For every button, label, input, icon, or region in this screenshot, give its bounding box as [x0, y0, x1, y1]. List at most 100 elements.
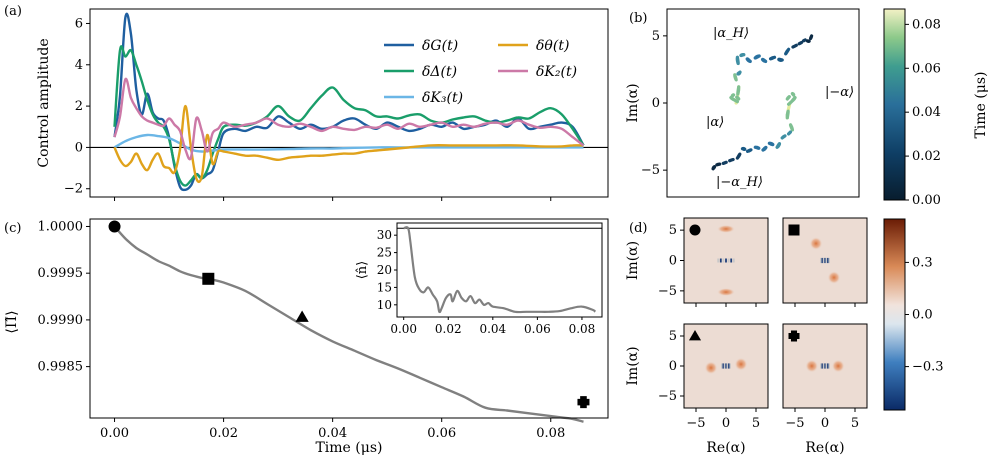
- wigner-fringe: [717, 258, 735, 263]
- fringe-stripe: [719, 258, 722, 263]
- y-tick-label: −5: [658, 284, 677, 299]
- marker-square: [202, 272, 215, 285]
- fringe-stripe: [825, 257, 828, 264]
- y-axis-label: Im(α): [625, 83, 641, 122]
- colorbar-wigner: [883, 218, 906, 411]
- inset-frame: [396, 222, 603, 318]
- panel-label: (b): [629, 11, 647, 26]
- trajectory-segment: [739, 53, 746, 58]
- fringe-stripe: [820, 257, 822, 264]
- fringe-stripe: [732, 258, 735, 263]
- x-axis-label: Re(α): [805, 440, 844, 456]
- x-tick-label: 0: [821, 416, 829, 431]
- panel-label: (a): [4, 4, 22, 19]
- fringe-stripe: [725, 258, 727, 263]
- trajectory-segment: [785, 109, 790, 120]
- y-tick-label: 1.0000: [38, 219, 84, 234]
- state-annotation: |−α⟩: [825, 85, 854, 100]
- x-tick-label: 0.08: [536, 426, 565, 441]
- colorbar-tick-label: 0.04: [912, 105, 941, 120]
- y-tick-label: 5: [669, 329, 677, 344]
- x-tick-label: 0: [722, 416, 730, 431]
- fringe-stripe: [717, 258, 720, 263]
- wigner-blob: [717, 288, 735, 297]
- trajectory-segment: [797, 41, 803, 46]
- inset-y-tick-label: 15: [377, 280, 392, 294]
- trajectory-segment: [788, 123, 794, 132]
- y-tick-label: 0: [669, 254, 677, 269]
- y-tick-label: −5: [658, 389, 677, 404]
- inset-x-tick-label: 0.04: [479, 322, 506, 336]
- colorbar-tick-label: 0.08: [912, 17, 941, 32]
- inset-x-tick-label: 0.06: [524, 322, 551, 336]
- y-tick-label: 0: [652, 96, 660, 111]
- subpanel-marker-cross: [788, 330, 800, 342]
- trajectory-segment: [735, 55, 740, 66]
- inset-y-tick-label: 10: [377, 298, 392, 312]
- y-axis-label: Im(α): [625, 241, 641, 280]
- fringe-stripe: [822, 257, 825, 264]
- trajectory-segment: [768, 55, 777, 61]
- trajectory-segment: [740, 146, 747, 152]
- parity-line: [113, 225, 584, 423]
- y-tick-label: −2: [64, 182, 83, 197]
- wigner-blob: [717, 224, 735, 233]
- fringe-stripe: [729, 363, 731, 369]
- inset-y-tick-label: 20: [377, 263, 392, 277]
- legend-label-dK2: δK₂(t): [536, 64, 577, 80]
- y-tick-label: 5: [652, 29, 660, 44]
- trajectory-segment: [767, 141, 775, 147]
- subpanel-marker-circle: [689, 224, 701, 236]
- state-annotation: |−α_H⟩: [716, 175, 763, 190]
- fringe-stripe: [730, 258, 733, 263]
- colorbar-label: Time (μs): [973, 71, 989, 138]
- series-line-dK3: [113, 133, 584, 153]
- x-tick-label: 0.02: [209, 426, 238, 441]
- panel-a: (a) −2 0 2 4 6 Control amplitude δG(t) δθ(t) δΔ(t…: [4, 4, 609, 201]
- trajectory-segment: [735, 152, 742, 160]
- trajectory-segment: [784, 47, 791, 56]
- wigner-blob: [827, 271, 841, 284]
- trajectory-segment: [753, 54, 761, 60]
- inset-x-tick-label: 0.00: [390, 322, 417, 336]
- y-tick-label: 0.9990: [38, 313, 84, 328]
- fringe-stripe: [825, 363, 828, 369]
- fringe-stripe: [824, 363, 826, 369]
- subpanel-marker-square: [788, 224, 800, 236]
- y-axis-label: Control amplitude: [36, 38, 52, 167]
- wigner-blob: [704, 361, 718, 375]
- trajectory-segment: [746, 148, 753, 153]
- fringe-stripe: [820, 363, 822, 369]
- colorbar-tick-label: 0.06: [912, 61, 941, 76]
- series-line-dDelta: [113, 45, 585, 187]
- trajectory-segment: [775, 142, 782, 149]
- inset-y-axis-label: ⟨n̂⟩: [355, 261, 370, 280]
- y-tick-label: −5: [641, 163, 660, 178]
- fringe-stripe: [721, 363, 723, 369]
- trajectory-segment: [753, 145, 761, 150]
- legend-label-dDelta: δΔ(t): [422, 64, 457, 80]
- series-line-dTheta: [113, 104, 584, 184]
- y-tick-label: 0: [669, 359, 677, 374]
- trajectory-segment: [728, 157, 735, 163]
- trajectory-segment: [721, 160, 728, 165]
- wigner-blob: [809, 237, 823, 250]
- y-tick-label: 5: [669, 223, 677, 238]
- x-tick-label: −5: [785, 416, 804, 431]
- fringe-stripe: [727, 258, 730, 263]
- trajectory-segment: [735, 95, 741, 101]
- fringe-stripe: [827, 363, 829, 369]
- x-tick-label: 0.06: [427, 426, 456, 441]
- y-tick-label: 2: [75, 99, 83, 114]
- state-annotation: |α_H⟩: [713, 26, 749, 41]
- trajectory-segment: [808, 34, 814, 41]
- fringe-stripe: [828, 257, 830, 264]
- state-annotation: |α⟩: [706, 115, 724, 130]
- wigner-blob: [831, 359, 845, 373]
- series-line-dG: [113, 12, 585, 192]
- fringe-stripe: [827, 257, 829, 264]
- marker-cross: [577, 396, 590, 409]
- x-tick-label: 0.04: [318, 426, 347, 441]
